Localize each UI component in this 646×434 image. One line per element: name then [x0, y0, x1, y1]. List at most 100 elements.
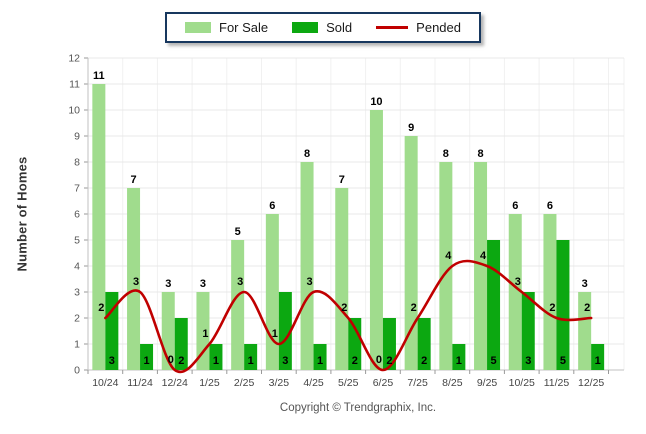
- x-category-label: 3/25: [269, 377, 290, 389]
- for-sale-label: 8: [304, 148, 310, 160]
- sold-label: 3: [282, 355, 288, 367]
- bar-sold: [209, 344, 223, 370]
- for-sale-label: 3: [165, 278, 171, 290]
- pended-label: 0: [376, 354, 382, 366]
- legend-item-sold: Sold: [292, 20, 352, 35]
- sold-label: 1: [143, 355, 149, 367]
- x-category-label: 12/25: [578, 377, 604, 389]
- legend-item-for-sale: For Sale: [185, 20, 268, 35]
- for-sale-label: 10: [370, 96, 382, 108]
- sold-label: 2: [352, 355, 358, 367]
- bar-for-sale: [404, 136, 418, 370]
- for-sale-label: 5: [235, 226, 241, 238]
- bar-for-sale: [578, 292, 592, 370]
- bar-for-sale: [439, 162, 453, 370]
- sold-label: 2: [178, 355, 184, 367]
- pended-label: 2: [584, 302, 590, 314]
- x-category-label: 12/24: [162, 377, 188, 389]
- bar-for-sale: [92, 84, 106, 370]
- for-sale-swatch-icon: [185, 22, 211, 33]
- pended-line-icon: [376, 26, 409, 29]
- pended-label: 4: [480, 250, 487, 262]
- x-category-label: 6/25: [373, 377, 394, 389]
- x-category-label: 5/25: [338, 377, 359, 389]
- x-category-label: 11/24: [127, 377, 153, 389]
- x-category-label: 8/25: [442, 377, 463, 389]
- y-tick-label: 5: [74, 235, 80, 247]
- sold-label: 2: [421, 355, 427, 367]
- for-sale-label: 6: [547, 200, 553, 212]
- x-category-label: 1/25: [199, 377, 220, 389]
- for-sale-label: 9: [408, 122, 414, 134]
- for-sale-label: 6: [512, 200, 518, 212]
- sold-label: 1: [213, 355, 219, 367]
- sold-bars: [105, 240, 605, 370]
- pended-label: 3: [237, 276, 243, 288]
- pended-label: 3: [306, 276, 312, 288]
- pended-label: 1: [272, 328, 278, 340]
- bar-for-sale: [196, 292, 210, 370]
- pended-label: 3: [133, 276, 139, 288]
- bar-sold: [382, 318, 396, 370]
- bar-for-sale: [369, 110, 383, 370]
- bar-for-sale: [508, 214, 522, 370]
- bar-sold: [556, 240, 570, 370]
- legend-label-pended: Pended: [416, 20, 461, 35]
- sold-label: 3: [525, 355, 531, 367]
- bar-for-sale: [300, 162, 314, 370]
- legend-label-for-sale: For Sale: [219, 20, 269, 35]
- x-category-label: 11/25: [544, 377, 570, 389]
- bar-for-sale: [543, 214, 557, 370]
- x-category-label: 2/25: [234, 377, 255, 389]
- sold-label: 1: [248, 355, 254, 367]
- y-tick-label: 4: [74, 261, 80, 273]
- bar-sold: [105, 292, 119, 370]
- bar-sold: [278, 292, 292, 370]
- y-tick-label: 7: [74, 183, 80, 195]
- bar-sold: [452, 344, 466, 370]
- sold-swatch-icon: [292, 22, 319, 33]
- sold-label: 5: [490, 355, 496, 367]
- pended-label: 2: [411, 302, 417, 314]
- legend-label-sold: Sold: [326, 20, 353, 35]
- x-category-label: 9/25: [477, 377, 498, 389]
- y-tick-label: 9: [74, 131, 80, 143]
- y-tick-label: 0: [74, 365, 80, 377]
- bar-for-sale: [265, 214, 279, 370]
- for-sale-label: 8: [443, 148, 449, 160]
- sold-label: 2: [386, 355, 392, 367]
- pended-label: 4: [445, 250, 452, 262]
- sold-label: 5: [560, 355, 566, 367]
- y-tick-label: 12: [68, 53, 80, 65]
- for-sale-label: 7: [339, 174, 345, 186]
- bar-sold: [348, 318, 362, 370]
- copyright-text: Copyright © Trendgraphix, Inc.: [279, 402, 437, 414]
- sold-label: 1: [317, 355, 323, 367]
- pended-label: 1: [202, 328, 208, 340]
- legend-item-pended: Pended: [376, 20, 461, 35]
- sold-label: 1: [595, 355, 601, 367]
- for-sale-label: 3: [200, 278, 206, 290]
- y-tick-label: 2: [74, 313, 80, 325]
- bar-sold: [313, 344, 327, 370]
- pended-label: 2: [98, 302, 104, 314]
- x-category-label: 4/25: [303, 377, 324, 389]
- bar-for-sale: [474, 162, 488, 370]
- y-tick-label: 8: [74, 157, 80, 169]
- y-tick-label: 1: [74, 339, 80, 351]
- pended-label: 2: [549, 302, 555, 314]
- y-tick-label: 3: [74, 287, 80, 299]
- bar-sold: [140, 344, 154, 370]
- sold-label: 3: [109, 355, 115, 367]
- pended-label: 3: [515, 276, 521, 288]
- y-tick-label: 6: [74, 209, 80, 221]
- for-sale-label: 11: [93, 70, 105, 82]
- pended-label: 0: [168, 354, 174, 366]
- pended-label: 2: [341, 302, 347, 314]
- bar-for-sale: [127, 188, 141, 370]
- pended-line: [104, 259, 593, 374]
- bar-sold: [487, 240, 501, 370]
- x-category-label: 10/24: [92, 377, 118, 389]
